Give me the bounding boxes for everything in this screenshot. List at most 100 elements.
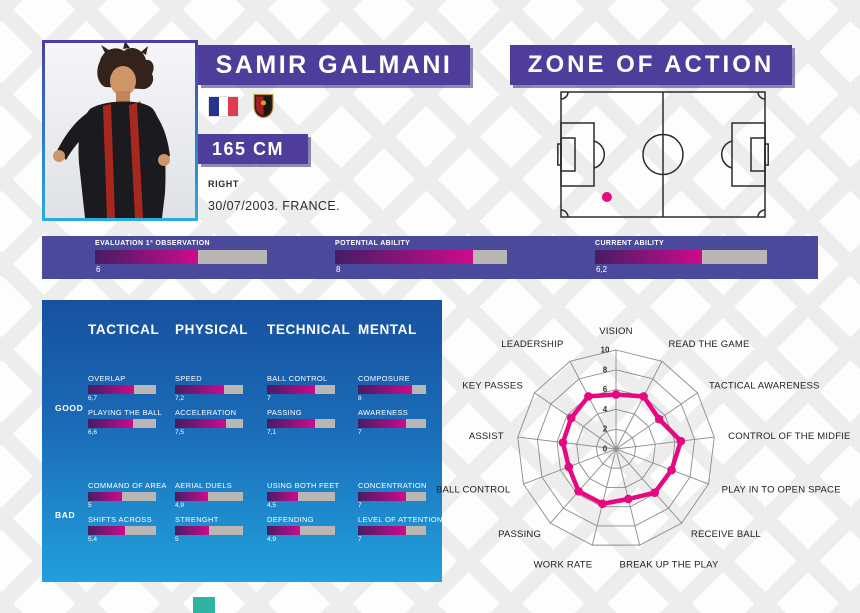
- radar-data-point: [676, 436, 686, 446]
- attribute-bar: [267, 419, 335, 428]
- attribute-cell: DEFENDING 4,9: [267, 515, 358, 544]
- attribute-value: 6,6: [88, 429, 98, 436]
- attribute-bar: [267, 385, 335, 394]
- attribute-value: 7: [358, 502, 362, 509]
- attribute-bar: [88, 492, 156, 501]
- attribute-value: 7: [358, 536, 362, 543]
- radar-axis-label: BALL CONTROL: [436, 485, 510, 496]
- attribute-cell: COMPOSURE 8: [358, 374, 442, 403]
- attribute-value: 5: [175, 536, 179, 543]
- evaluation-observation-bar: [95, 250, 267, 264]
- attribute-label: PASSING: [267, 408, 302, 417]
- radar-tick-label: 8: [603, 365, 608, 374]
- zone-of-action-title: ZONE OF ACTION: [527, 51, 775, 78]
- radar-data-point: [598, 499, 607, 509]
- radar-spoke: [550, 448, 617, 524]
- france-flag-icon: [208, 96, 239, 117]
- radar-data-point: [611, 390, 621, 399]
- radar-axis-label: BREAK UP THE PLAY: [620, 560, 719, 571]
- radar-grid-ring: [536, 369, 696, 527]
- evaluation-observation-value: 6: [96, 265, 101, 274]
- radar-axis-label: KEY PASSES: [462, 380, 523, 391]
- radar-grid-ring: [595, 428, 637, 469]
- zone-of-action-banner: ZONE OF ACTION: [510, 45, 792, 85]
- radar-data-point: [667, 465, 676, 475]
- radar-spoke: [534, 392, 617, 450]
- attribute-bar: [175, 419, 243, 428]
- radar-spoke: [615, 448, 682, 524]
- attribute-label: SPEED: [175, 374, 202, 383]
- birth-info-label: 30/07/2003. FRANCE.: [208, 199, 340, 213]
- radar-axis-label: PLAY IN TO OPEN SPACE: [722, 485, 841, 496]
- potential-ability-bar: [335, 250, 507, 264]
- radar-data-point: [584, 392, 593, 401]
- radar-grid-ring: [517, 349, 715, 546]
- attribute-cell: COMMAND OF AREA 5: [88, 481, 175, 510]
- preferred-foot-label: RIGHT: [208, 179, 239, 189]
- attribute-cell: SPEED 7,2: [175, 374, 267, 403]
- radar-grid-ring: [576, 408, 656, 488]
- current-ability-label: CURRENT ABILITY: [595, 240, 665, 247]
- attribute-value: 8: [358, 395, 362, 402]
- attribute-label: USING BOTH FEET: [267, 481, 340, 490]
- radar-data-point: [650, 488, 660, 498]
- radar-data-point: [558, 438, 568, 447]
- radar-axis-label: CONTROL OF THE MIDFIELD: [728, 431, 850, 442]
- pitch-diagram: [557, 91, 769, 218]
- attribute-label: SHIFTS ACROSS: [88, 515, 152, 524]
- radar-data-point: [564, 462, 574, 472]
- attribute-cell: SHIFTS ACROSS 5,4: [88, 515, 175, 544]
- attribute-label: ACCELERATION: [175, 408, 237, 417]
- attribute-label: CONCENTRATION: [358, 481, 427, 490]
- attribute-label: COMPOSURE: [358, 374, 410, 383]
- attribute-bar: [88, 419, 156, 428]
- attribute-bar: [267, 492, 335, 501]
- attribute-label: BALL CONTROL: [267, 374, 328, 383]
- attribute-value: 4,9: [267, 536, 277, 543]
- attribute-value: 7,1: [267, 429, 277, 436]
- attribute-bar: [175, 385, 243, 394]
- potential-ability: POTENTIAL ABILITY 8: [335, 236, 515, 279]
- column-header-mental: MENTAL: [358, 322, 417, 337]
- attribute-value: 4,9: [175, 502, 185, 509]
- column-header-physical: PHYSICAL: [175, 322, 249, 337]
- evaluation-observation-label: EVALUATION 1ª OBSERVATION: [95, 240, 211, 247]
- attribute-label: AERIAL DUELS: [175, 481, 233, 490]
- radar-axis-label: PASSING: [498, 529, 541, 540]
- radar-chart: 0 2 4 6 8 10 VISION READ THE GAME TACTICAL AWARE…: [436, 326, 850, 571]
- attribute-cell: USING BOTH FEET 4,5: [267, 481, 358, 510]
- radar-spoke: [615, 436, 715, 450]
- evaluation-observation: EVALUATION 1ª OBSERVATION 6: [95, 236, 275, 279]
- attribute-cell: CONCENTRATION 7: [358, 481, 442, 510]
- attribute-cell: ACCELERATION 7,5: [175, 408, 267, 437]
- attribute-bar: [358, 492, 426, 501]
- radar-axis-label: ASSIST: [469, 431, 504, 442]
- good-section-label: GOOD: [55, 403, 84, 413]
- attribute-bar: [267, 526, 335, 535]
- attribute-cell: LEVEL OF ATTENTION 7: [358, 515, 442, 544]
- attribute-cell: PLAYING THE BALL 6,6: [88, 408, 175, 437]
- club-crest-icon: [253, 93, 274, 119]
- current-ability-bar: [595, 250, 767, 264]
- attribute-label: DEFENDING: [267, 515, 314, 524]
- attribute-label: PLAYING THE BALL: [88, 408, 163, 417]
- radar-axis-label: LEADERSHIP: [501, 339, 563, 350]
- bad-attributes-grid: COMMAND OF AREA 5 AERIAL DUELS 4,9 USING BOT…: [88, 481, 442, 544]
- column-header-technical: TECHNICAL: [267, 322, 351, 337]
- zone-marker-dot: [601, 192, 612, 202]
- attribute-bar: [88, 526, 156, 535]
- radar-axis-label: RECEIVE BALL: [691, 529, 761, 540]
- attribute-label: AWARENESS: [358, 408, 409, 417]
- attribute-label: LEVEL OF ATTENTION: [358, 515, 442, 524]
- attribute-cell: AWARENESS 7: [358, 408, 442, 437]
- player-photo-frame: [42, 40, 198, 221]
- attribute-value: 5,4: [88, 536, 98, 543]
- column-header-tactical: TACTICAL: [88, 322, 160, 337]
- attribute-label: COMMAND OF AREA: [88, 481, 167, 490]
- player-height-banner: 165 CM: [198, 134, 308, 164]
- attribute-cell: PASSING 7,1: [267, 408, 358, 437]
- attribute-value: 6,7: [88, 395, 98, 402]
- attribute-bar: [175, 526, 243, 535]
- radar-axis-label: VISION: [599, 326, 632, 337]
- radar-data-point: [566, 413, 576, 423]
